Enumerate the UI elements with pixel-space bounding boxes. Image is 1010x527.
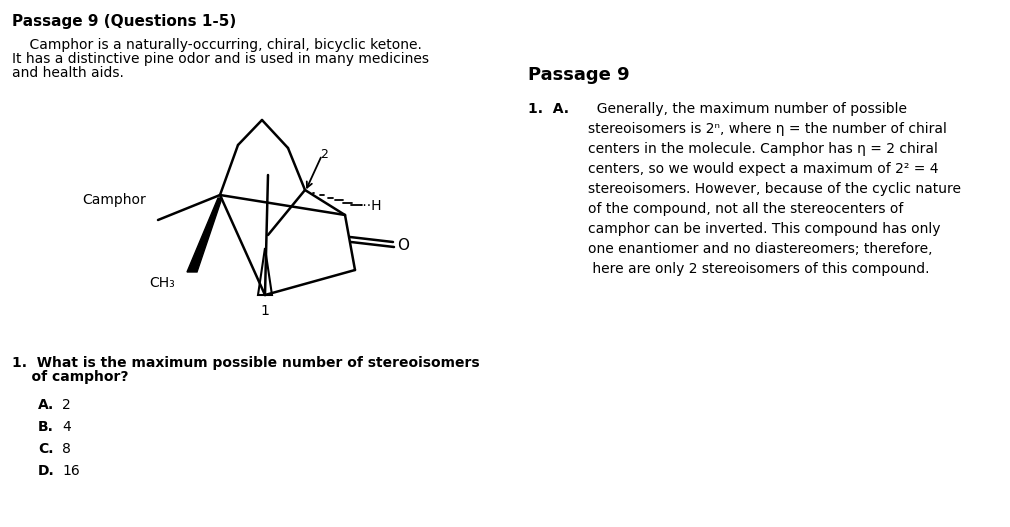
Text: 1.  What is the maximum possible number of stereoisomers: 1. What is the maximum possible number o…	[12, 356, 480, 370]
Text: Passage 9: Passage 9	[528, 66, 629, 84]
Text: 2: 2	[320, 148, 328, 161]
Text: of the compound, not all the stereocenters of: of the compound, not all the stereocente…	[588, 202, 903, 216]
Text: Camphor: Camphor	[82, 193, 145, 207]
Text: one enantiomer and no diastereomers; therefore,: one enantiomer and no diastereomers; the…	[588, 242, 932, 256]
Text: here are only 2 stereoisomers of this compound.: here are only 2 stereoisomers of this co…	[588, 262, 929, 276]
Text: stereoisomers is 2ⁿ, where η = the number of chiral: stereoisomers is 2ⁿ, where η = the numbe…	[588, 122, 947, 136]
Text: camphor can be inverted. This compound has only: camphor can be inverted. This compound h…	[588, 222, 940, 236]
Text: 4: 4	[62, 420, 71, 434]
Text: Passage 9 (Questions 1-5): Passage 9 (Questions 1-5)	[12, 14, 236, 29]
Text: Camphor is a naturally-occurring, chiral, bicyclic ketone.: Camphor is a naturally-occurring, chiral…	[12, 38, 422, 52]
Text: B.: B.	[38, 420, 54, 434]
Text: CH₃: CH₃	[149, 276, 175, 290]
Text: 1: 1	[261, 304, 270, 318]
Text: and health aids.: and health aids.	[12, 66, 124, 80]
Text: D.: D.	[38, 464, 55, 478]
Text: 16: 16	[62, 464, 80, 478]
Text: 8: 8	[62, 442, 71, 456]
Text: centers in the molecule. Camphor has η = 2 chiral: centers in the molecule. Camphor has η =…	[588, 142, 938, 156]
Text: A.: A.	[38, 398, 55, 412]
Text: O: O	[397, 238, 409, 252]
Text: ···H: ···H	[358, 199, 382, 213]
Polygon shape	[187, 198, 222, 272]
Text: 2: 2	[62, 398, 71, 412]
Text: stereoisomers. However, because of the cyclic nature: stereoisomers. However, because of the c…	[588, 182, 961, 196]
Text: of camphor?: of camphor?	[12, 370, 128, 384]
Text: C.: C.	[38, 442, 54, 456]
Text: 1.  A.: 1. A.	[528, 102, 569, 116]
Text: Generally, the maximum number of possible: Generally, the maximum number of possibl…	[588, 102, 907, 116]
Text: It has a distinctive pine odor and is used in many medicines: It has a distinctive pine odor and is us…	[12, 52, 429, 66]
Text: centers, so we would expect a maximum of 2² = 4: centers, so we would expect a maximum of…	[588, 162, 938, 176]
